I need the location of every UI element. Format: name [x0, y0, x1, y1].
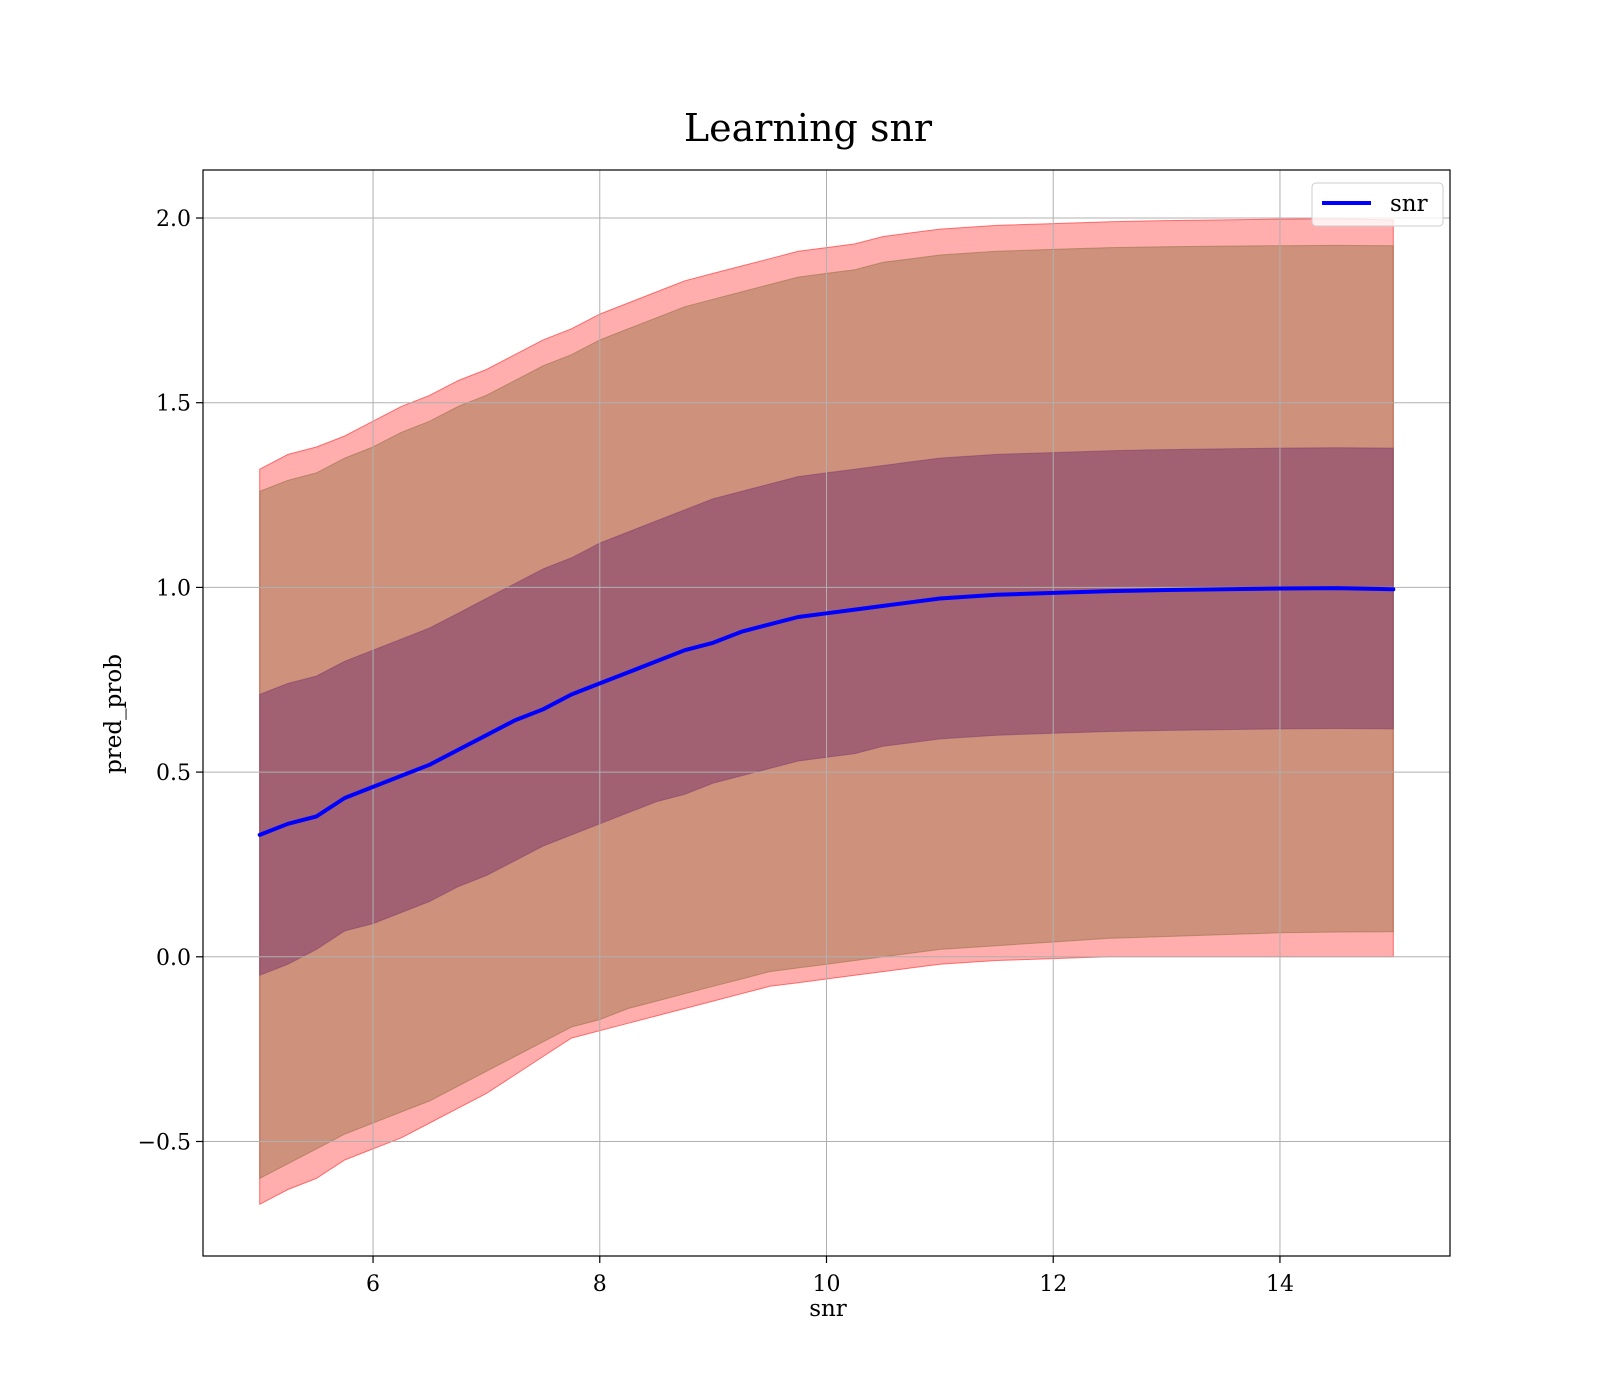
legend-box	[1311, 182, 1444, 227]
y-tick-label-4: 1.5	[156, 392, 191, 417]
y-tick-label-0: −0.5	[138, 1130, 191, 1155]
x-tick-label-1: 8	[593, 1272, 607, 1297]
series-lines	[257, 586, 1396, 837]
legend-label-snr: snr	[1390, 191, 1428, 217]
gridlines	[203, 170, 1450, 1256]
y-tick-label-1: 0.0	[156, 946, 191, 971]
x-tick-label-4: 14	[1266, 1272, 1294, 1297]
y-tick-label-2: 0.5	[156, 761, 191, 786]
y-axis-label: pred_prob	[101, 654, 127, 774]
x-tick-label-2: 10	[813, 1272, 841, 1297]
chart-title: Learning snr	[684, 106, 933, 150]
series-line-0	[257, 586, 1396, 837]
x-tick-label-0: 6	[366, 1272, 380, 1297]
x-axis-ticks: 6 8 10 12 14	[366, 1256, 1294, 1297]
legend: snr	[1311, 182, 1444, 227]
y-axis-ticks: −0.5 0.0 0.5 1.0 1.5 2.0	[138, 207, 203, 1155]
x-tick-label-3: 12	[1039, 1272, 1067, 1297]
y-tick-label-3: 1.0	[156, 576, 191, 601]
y-tick-label-5: 2.0	[156, 207, 191, 232]
x-axis-label: snr	[809, 1296, 847, 1322]
